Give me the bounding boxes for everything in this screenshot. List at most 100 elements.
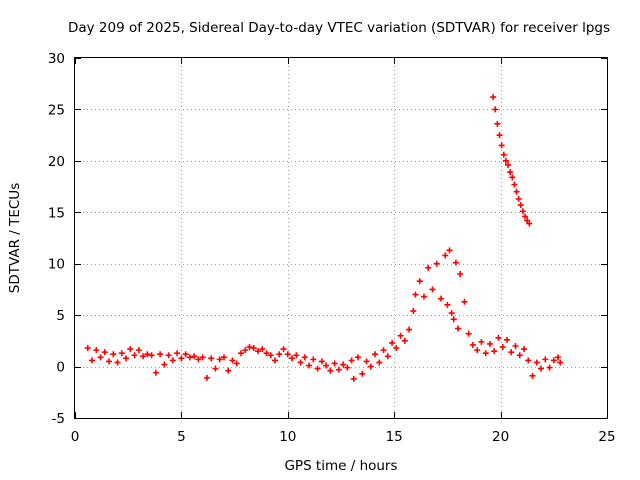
data-point [513,188,520,195]
chart-title: Day 209 of 2025, Sidereal Day-to-day VTE… [68,20,610,36]
data-point [169,357,176,364]
data-point [216,356,223,363]
data-point [519,208,526,215]
x-tick-label: 15 [386,429,403,445]
data-point [355,354,362,361]
data-point [416,278,423,285]
data-point [376,359,383,366]
axis-ticks: 0 5 10 15 20 25 -5 0 5 10 15 20 25 30 [48,51,616,445]
y-tick-label: 0 [56,360,65,376]
data-point [208,355,215,362]
data-point [276,351,283,358]
data-point [233,360,240,367]
data-point [492,106,499,113]
data-point [272,357,279,364]
data-point [524,217,531,224]
data-point [242,347,249,354]
y-tick-label: 15 [48,205,65,221]
data-point [516,352,523,359]
data-point [284,351,291,358]
data-point [406,326,413,333]
data-point [255,348,262,355]
data-point [359,370,366,377]
x-tick-label: 10 [279,429,296,445]
data-point [521,346,528,353]
data-point [507,169,514,176]
x-axis-label: GPS time / hours [284,458,397,474]
data-point [174,350,181,357]
data-point [335,366,342,373]
data-point [482,350,489,357]
y-tick-label: 25 [48,102,65,118]
data-point [515,195,522,202]
data-point [212,365,219,372]
data-point [474,347,481,354]
data-point [457,271,464,277]
y-tick-label: 5 [56,308,65,324]
data-point [203,374,210,381]
data-point [433,260,440,267]
data-point [110,351,117,358]
data-point [135,347,142,354]
x-tick-label: 5 [177,429,186,445]
data-point [508,349,515,356]
data-point [555,354,562,361]
data-point [420,293,427,300]
data-point [182,351,189,358]
data-point [429,286,436,293]
data-point [410,308,417,315]
data-point [331,360,338,367]
data-point [446,247,453,254]
data-point [499,344,506,351]
data-point [444,301,451,308]
data-point [293,352,300,359]
data-point [550,357,557,364]
data-point [452,259,459,266]
data-point [297,359,304,366]
data-point [318,358,325,365]
y-tick-label: 10 [48,257,65,273]
x-tick-label: 20 [492,429,509,445]
data-point [389,339,396,346]
data-point [500,151,507,158]
data-point [503,336,510,343]
data-point [323,362,330,369]
y-axis-label: SDTVAR / TECUs [7,183,23,293]
data-point [127,346,134,353]
data-point [199,354,206,361]
data-point [289,355,296,362]
data-point [161,361,168,368]
data-point [191,353,198,360]
data-point [246,344,253,351]
data-point [512,343,519,349]
data-point [114,359,121,366]
data-point [442,252,449,259]
data-point [123,355,130,362]
data-point [327,367,334,374]
data-point [495,334,502,341]
data-point [89,357,96,364]
data-point [450,316,457,323]
data-point [367,363,374,370]
data-point [522,213,529,220]
x-tick-label: 0 [71,429,80,445]
data-point [509,174,516,181]
data-point [157,351,164,358]
data-point [350,375,357,382]
y-tick-label: -5 [52,411,65,427]
data-point [490,94,497,101]
data-point [397,332,404,339]
data-point [348,357,355,364]
data-point [494,120,501,127]
data-point [195,356,202,363]
plot-frame [74,57,608,419]
data-points [84,94,564,382]
data-point [486,340,493,347]
y-tick-label: 30 [48,51,65,67]
data-point [267,352,274,359]
data-point [93,347,100,354]
data-point [250,345,257,352]
data-point [529,372,536,379]
data-point [263,350,270,357]
